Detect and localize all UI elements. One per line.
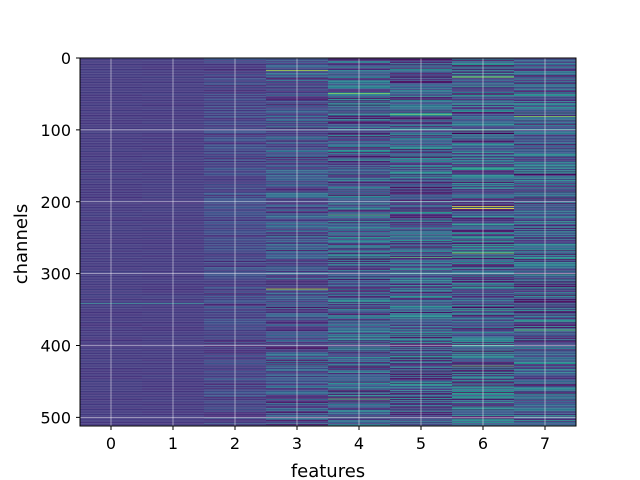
x-tick-label: 6: [478, 434, 488, 453]
y-tick-label: 100: [40, 121, 71, 140]
x-tick-label: 0: [106, 434, 116, 453]
x-axis-ticks: 0 1 2 3 4 5 6 7: [106, 426, 550, 453]
grid-lines: [80, 57, 576, 426]
x-tick-label: 4: [354, 434, 364, 453]
y-tick-label: 300: [40, 265, 71, 284]
y-tick-label: 400: [40, 337, 71, 356]
x-tick-label: 5: [416, 434, 426, 453]
x-axis-label: features: [291, 461, 365, 480]
y-axis-label: channels: [11, 204, 32, 285]
y-tick-label: 0: [61, 49, 71, 68]
y-axis-ticks: 0 100 200 300 400 500: [40, 49, 80, 427]
x-tick-label: 2: [230, 434, 240, 453]
y-tick-label: 200: [40, 193, 71, 212]
plot-frame: [79, 57, 577, 427]
heatmap-cells: [80, 58, 576, 427]
x-tick-label: 7: [540, 434, 550, 453]
x-tick-label: 1: [168, 434, 178, 453]
x-tick-label: 3: [292, 434, 302, 453]
y-tick-label: 500: [40, 408, 71, 427]
